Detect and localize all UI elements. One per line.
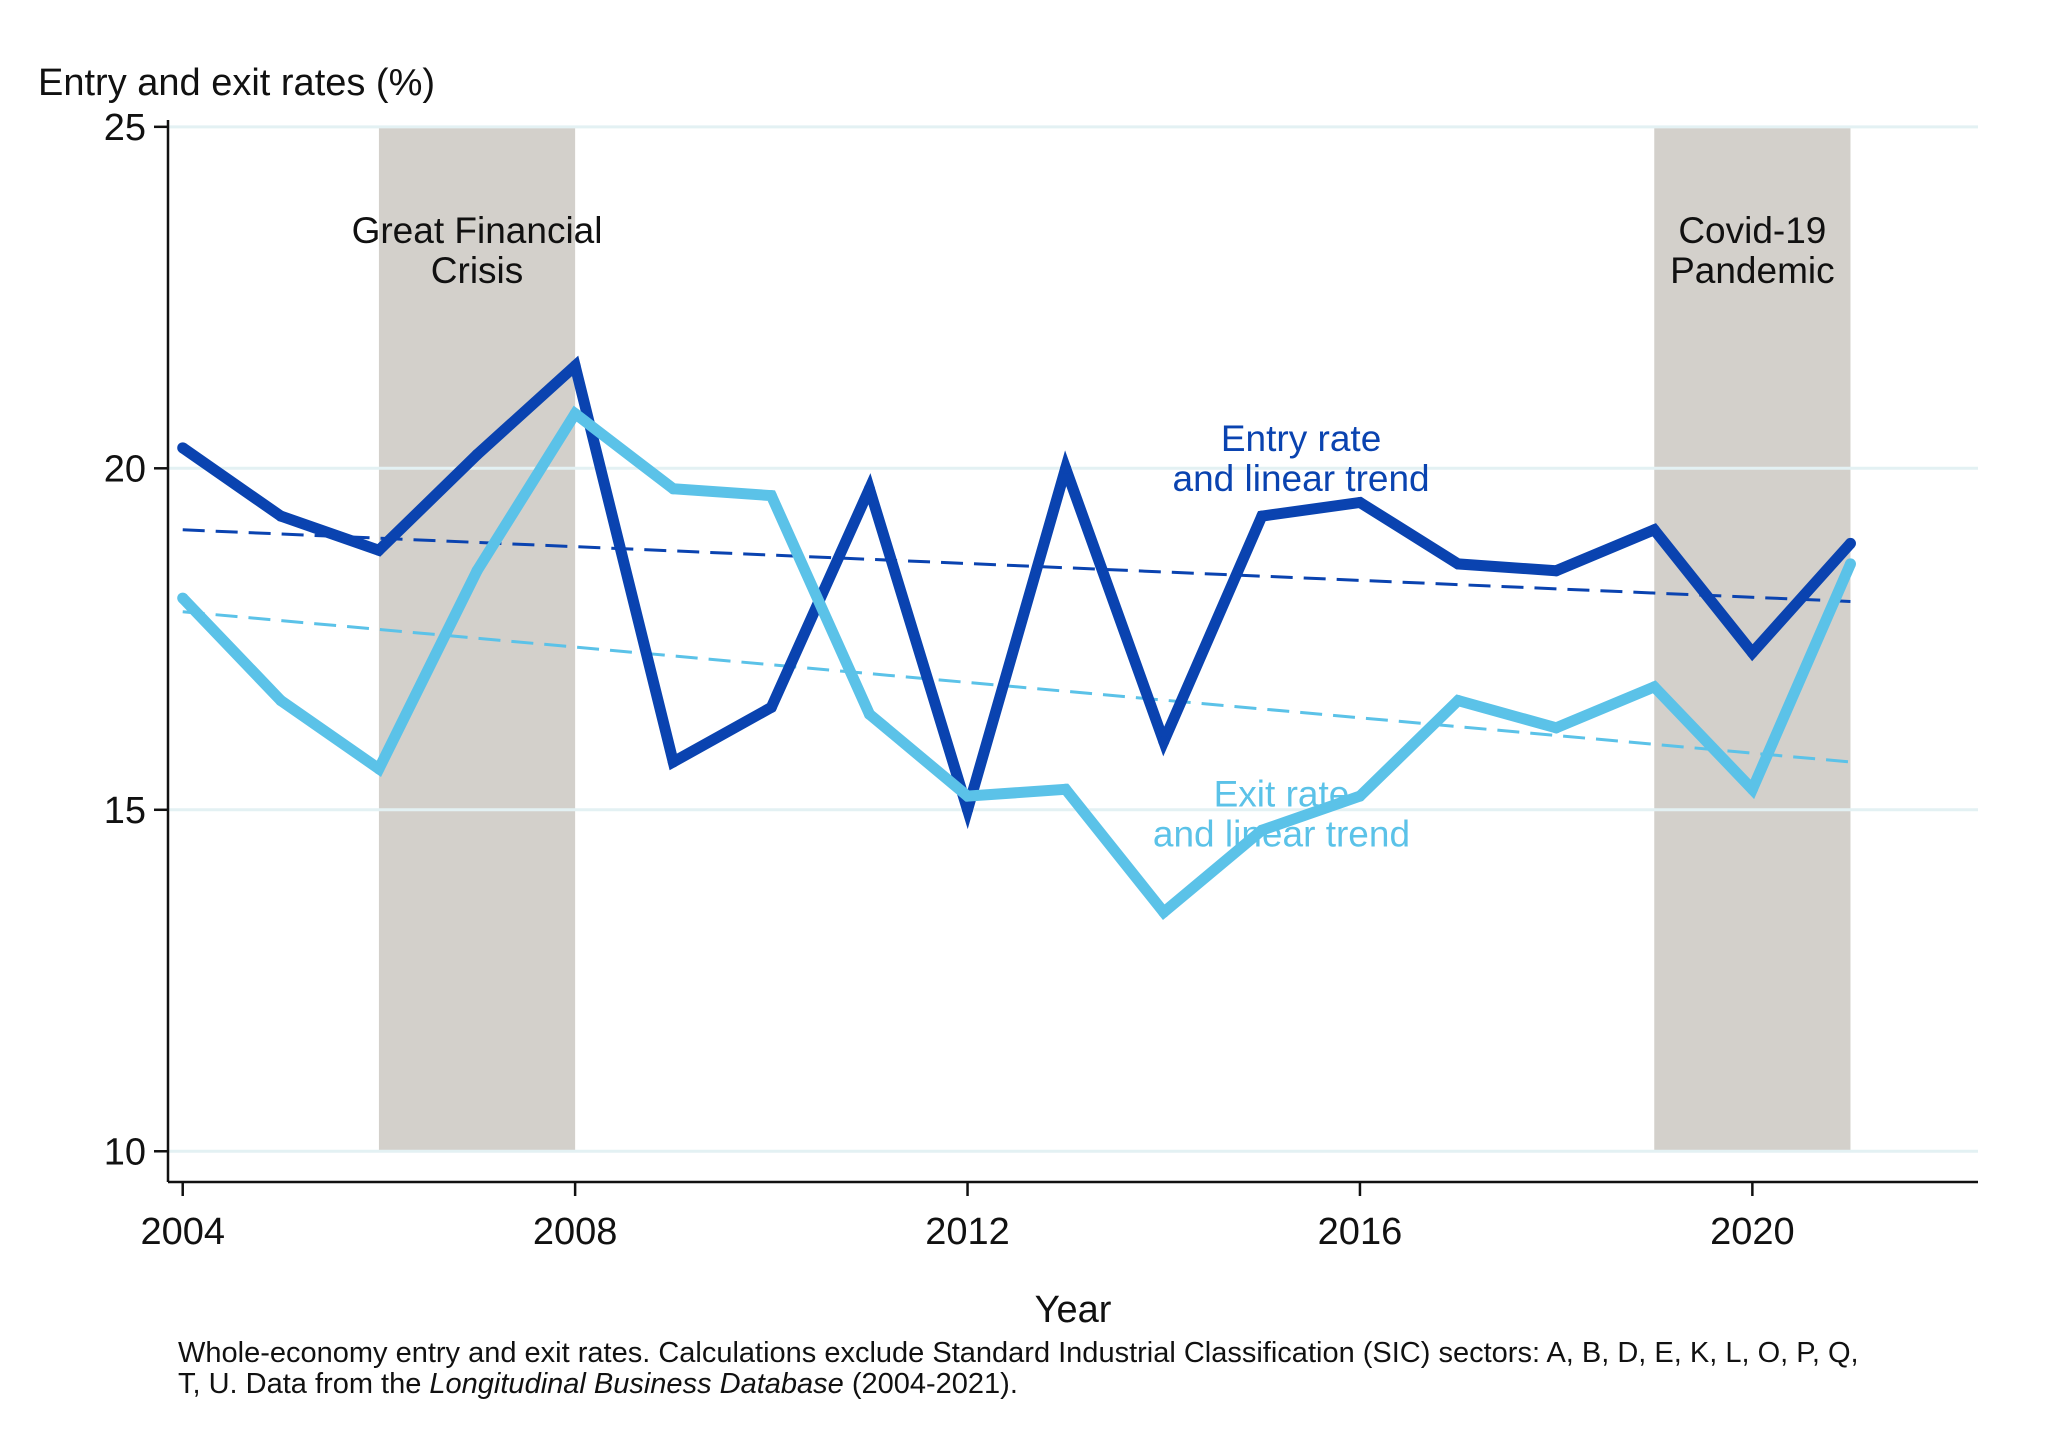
- series-label-line: Exit rate: [1214, 773, 1350, 814]
- footnote-line-2: T, U. Data from the Longitudinal Busines…: [178, 1369, 1978, 1400]
- data-point-entry-rate-2004: [177, 442, 189, 454]
- data-point-entry-rate-2012: [962, 804, 974, 816]
- series-line-entry-rate: [179, 355, 1855, 830]
- y-axis-title: Entry and exit rates (%): [38, 62, 435, 104]
- series-lines: [177, 355, 1856, 921]
- data-point-entry-rate-2011: [863, 483, 875, 495]
- data-point-entry-rate-2018: [1550, 565, 1562, 577]
- gridlines: [168, 125, 1978, 1153]
- shaded-period-label-line: Covid-19: [1678, 210, 1826, 251]
- data-point-exit-rate-2016: [1354, 790, 1366, 802]
- y-tick-label-15: 15: [104, 790, 146, 832]
- shaded-period-great-financial: [378, 126, 576, 1152]
- data-point-exit-rate-2008: [569, 408, 581, 420]
- x-tick-label-2004: 2004: [140, 1211, 225, 1253]
- data-point-entry-rate-2020: [1746, 647, 1758, 659]
- data-point-entry-rate-2008: [569, 360, 581, 372]
- x-tick-label-2020: 2020: [1710, 1211, 1795, 1253]
- x-tick-label-2016: 2016: [1318, 1211, 1403, 1253]
- data-point-exit-rate-2010: [765, 490, 777, 502]
- data-point-entry-rate-2021: [1844, 537, 1856, 549]
- series-label-exit-rate: Exit rate and linear trend: [1153, 773, 1410, 854]
- axes: 10 15 20 25 2004 2008 2012 2016 2020: [104, 107, 1978, 1253]
- data-point-exit-rate-2011: [863, 708, 875, 720]
- series-line-exit-rate: [178, 405, 1856, 921]
- data-point-exit-rate-2004: [177, 592, 189, 604]
- data-point-exit-rate-2014: [1158, 906, 1170, 918]
- shaded-period-label-great-financial: Great Financial Crisis: [352, 210, 603, 291]
- series-label-line: Entry rate: [1221, 418, 1381, 459]
- data-point-exit-rate-2009: [667, 483, 679, 495]
- data-point-exit-rate-2019: [1648, 681, 1660, 693]
- footnote-line-2-start: T, U. Data from the: [178, 1368, 430, 1400]
- data-point-entry-rate-2014: [1158, 735, 1170, 747]
- data-point-entry-rate-2007: [471, 449, 483, 461]
- shaded-period-label-line: Great Financial: [352, 210, 603, 251]
- series-label-line: and linear trend: [1153, 813, 1410, 854]
- data-point-entry-rate-2005: [275, 510, 287, 522]
- shaded-periods: [378, 126, 1851, 1152]
- data-point-exit-rate-2006: [373, 763, 385, 775]
- series-label-entry-rate: Entry rate and linear trend: [1173, 418, 1430, 499]
- y-tick-label-25: 25: [104, 107, 146, 149]
- data-point-exit-rate-2013: [1060, 783, 1072, 795]
- data-point-entry-rate-2010: [765, 701, 777, 713]
- trend-lines: [182, 528, 1851, 764]
- x-axis-title: Year: [1035, 1289, 1112, 1331]
- x-tick-label-2012: 2012: [925, 1211, 1010, 1253]
- shaded-period-label-line: Crisis: [431, 250, 523, 291]
- series-label-line: and linear trend: [1173, 458, 1430, 499]
- shaded-period-label-covid-19: Covid-19 Pandemic: [1670, 210, 1835, 291]
- data-point-exit-rate-2018: [1550, 722, 1562, 734]
- data-point-exit-rate-2020: [1746, 783, 1758, 795]
- data-point-entry-rate-2006: [373, 544, 385, 556]
- footnote-line-1: Whole-economy entry and exit rates. Calc…: [178, 1337, 1859, 1369]
- data-point-entry-rate-2016: [1354, 496, 1366, 508]
- data-point-exit-rate-2012: [962, 790, 974, 802]
- data-point-exit-rate-2021: [1844, 558, 1856, 570]
- data-point-exit-rate-2017: [1452, 695, 1464, 707]
- footnote-line-2-end: (2004-2021).: [843, 1368, 1018, 1400]
- data-point-exit-rate-2007: [471, 565, 483, 577]
- chart-annotations: Great Financial Crisis Covid-19 Pandemic Ent…: [352, 210, 1835, 854]
- trend-line-exit-rate: [182, 610, 1851, 764]
- data-point-exit-rate-2015: [1256, 824, 1268, 836]
- y-tick-label-20: 20: [104, 448, 146, 490]
- data-point-entry-rate-2013: [1060, 462, 1072, 474]
- shaded-period-label-line: Pandemic: [1670, 250, 1835, 291]
- data-point-entry-rate-2017: [1452, 558, 1464, 570]
- data-point-entry-rate-2015: [1256, 510, 1268, 522]
- trend-line-entry-rate: [182, 528, 1851, 603]
- data-point-entry-rate-2009: [667, 756, 679, 768]
- y-tick-label-10: 10: [104, 1131, 146, 1173]
- footnote: Whole-economy entry and exit rates. Calc…: [178, 1338, 1978, 1400]
- x-tick-label-2008: 2008: [533, 1211, 618, 1253]
- data-point-exit-rate-2005: [275, 695, 287, 707]
- footnote-source-name: Longitudinal Business Database: [429, 1368, 844, 1400]
- data-point-entry-rate-2019: [1648, 524, 1660, 536]
